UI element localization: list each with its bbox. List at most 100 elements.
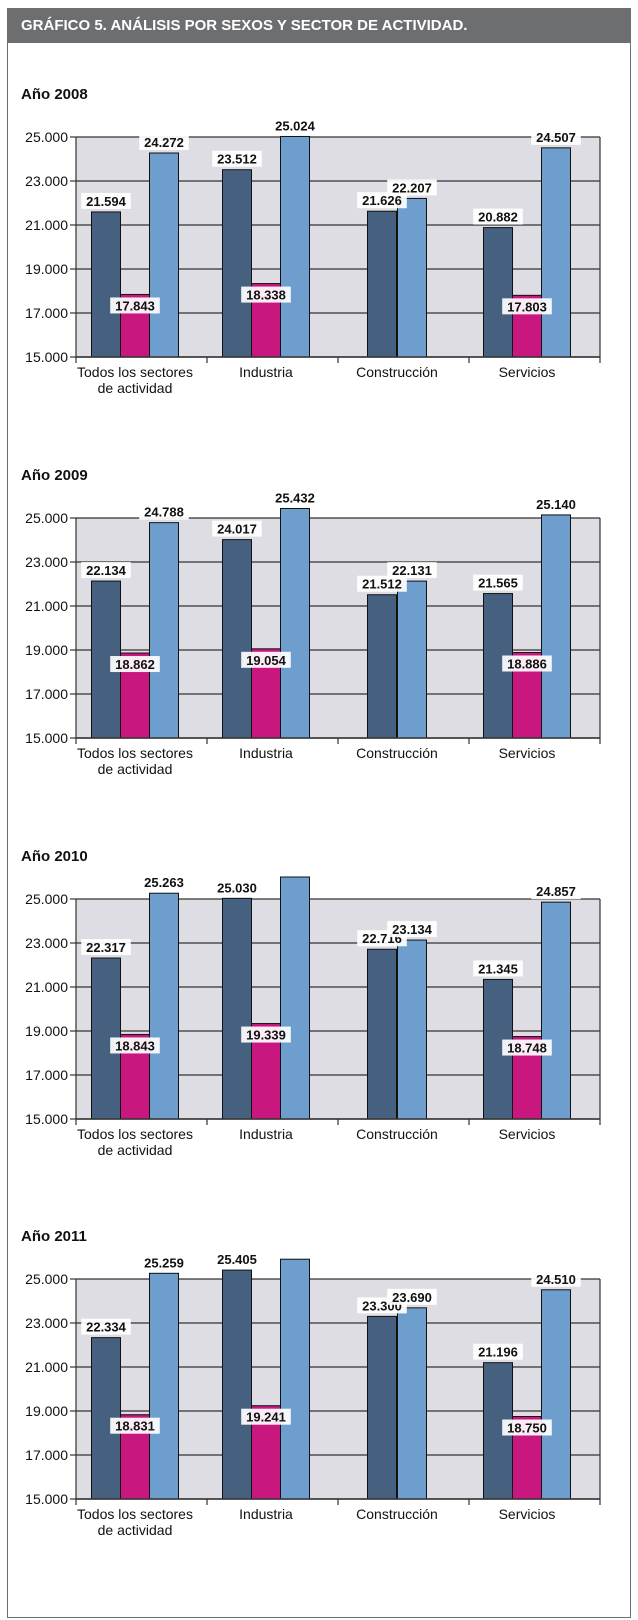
data-label-bg: [357, 192, 407, 209]
x-category-label-servicios: Servicios: [499, 1126, 556, 1142]
data-label-construccion-series-c: 23.134: [387, 921, 437, 938]
data-label-text: 21.626: [362, 193, 402, 208]
data-label-bg: [502, 1039, 552, 1056]
data-label-text: 19.241: [246, 1410, 286, 1425]
y-tick-label: 15.000: [25, 1111, 68, 1127]
data-label-servicios-series-c: 24.857: [531, 883, 581, 900]
y-tick-label: 19.000: [25, 642, 68, 658]
data-label-bg: [357, 575, 407, 592]
data-label-industria-series-a: 24.017: [212, 520, 262, 537]
data-label-todos-series-a: 21.594: [81, 192, 131, 209]
data-label-text: 19.339: [246, 1028, 286, 1043]
y-tick-label: 23.000: [25, 1315, 68, 1331]
y-tick-label: 15.000: [25, 349, 68, 365]
data-label-text: 21.196: [478, 1345, 518, 1360]
y-tick-label: 15.000: [25, 1491, 68, 1507]
data-label-industria-series-a: 25.405: [212, 1251, 262, 1268]
y-tick-label: 25.000: [25, 510, 68, 526]
bar-industria-series-a: [222, 897, 252, 1120]
chart-title: Año 2008: [21, 86, 88, 103]
data-label-text: 22.334: [86, 1320, 127, 1335]
bar-todos-series-a: [91, 211, 121, 358]
y-tick-label: 21.000: [25, 979, 68, 995]
y-tick-label: 23.000: [25, 935, 68, 951]
data-label-industria-series-b: 19.054: [241, 651, 291, 668]
data-label-bg: [473, 960, 523, 977]
data-label-todos-series-a: 22.134: [81, 562, 131, 579]
data-label-todos-series-b: 18.831: [110, 1417, 160, 1434]
bar-servicios-series-a: [483, 227, 513, 358]
data-label-bg: [387, 562, 437, 579]
data-label-bg: [241, 651, 291, 668]
bar-construccion-series-c: [397, 580, 427, 739]
data-label-text: 25.263: [144, 875, 184, 890]
data-label-bg: [212, 1251, 262, 1268]
data-label-text: 22.317: [86, 940, 126, 955]
data-label-industria-series-c: 25.024: [270, 117, 320, 134]
y-tick-label: 17.000: [25, 1447, 68, 1463]
chart-svg-2010: Año 2010 15.000 17.000 19.000 21.000 23.000 25…: [21, 848, 601, 1158]
data-label-bg: [139, 874, 189, 891]
data-label-text: 24.272: [144, 135, 184, 150]
data-label-bg: [110, 297, 160, 314]
chart-frame: GRÁFICO 5. ANÁLISIS POR SEXOS Y SECTOR D…: [7, 8, 631, 1618]
data-label-todos-series-a: 22.334: [81, 1318, 131, 1335]
data-label-bg: [212, 150, 262, 167]
data-label-text: 18.862: [115, 657, 155, 672]
y-tick-label: 21.000: [25, 217, 68, 233]
bar-construccion-series-c: [397, 939, 427, 1120]
data-label-text: 21.512: [362, 577, 402, 592]
data-label-bg: [81, 192, 131, 209]
data-label-bg: [110, 1417, 160, 1434]
bar-construccion-series-c: [397, 1307, 427, 1500]
data-label-servicios-series-c: 24.510: [531, 1270, 581, 1287]
y-tick-label: 19.000: [25, 1023, 68, 1039]
x-category-label-industria: Industria: [239, 364, 293, 380]
x-category-label-industria: Industria: [239, 1126, 293, 1142]
data-label-bg: [387, 921, 437, 938]
x-category-label-industria: Industria: [239, 1506, 293, 1522]
y-tick-label: 17.000: [25, 305, 68, 321]
data-label-text: 24.788: [144, 505, 184, 520]
data-label-text: 20.882: [478, 210, 518, 225]
data-label-bg: [270, 117, 320, 134]
data-label-bg: [531, 128, 581, 145]
data-label-text: 24.510: [536, 1272, 576, 1287]
y-tick-label: 19.000: [25, 261, 68, 277]
data-label-bg: [139, 503, 189, 520]
data-label-industria-series-c: 25.432: [270, 489, 320, 506]
data-label-industria-series-b: 19.241: [241, 1408, 291, 1425]
bar-industria-series-a: [222, 539, 252, 739]
data-label-text: 18.748: [507, 1041, 547, 1056]
data-label-bg: [531, 883, 581, 900]
y-tick-label: 25.000: [25, 1271, 68, 1287]
bar-industria-series-c: [280, 1258, 310, 1500]
chart-panel-2008: Año 2008 15.000 17.000 19.000 21.000 23.000 25…: [8, 67, 632, 447]
data-label-text: 22.207: [392, 180, 432, 195]
data-label-bg: [110, 1037, 160, 1054]
bar-construccion-series-c: [397, 197, 427, 358]
x-category-label-todos: de actividad: [98, 1522, 173, 1538]
data-label-bg: [139, 134, 189, 151]
data-label-bg: [473, 208, 523, 225]
y-tick-label: 21.000: [25, 598, 68, 614]
data-label-text: 17.803: [507, 299, 547, 314]
data-label-servicios-series-a: 20.882: [473, 208, 523, 225]
data-label-text: 23.134: [392, 922, 433, 937]
data-label-industria-series-b: 19.339: [241, 1026, 291, 1043]
bar-servicios-series-c: [541, 514, 571, 739]
data-label-bg: [212, 879, 262, 896]
data-label-text: 25.259: [144, 1255, 184, 1270]
data-label-servicios-series-b: 17.803: [502, 298, 552, 315]
bar-industria-series-c: [280, 876, 310, 1120]
data-label-servicios-series-c: 25.140: [531, 495, 581, 512]
data-label-text: 24.017: [217, 522, 257, 537]
data-label-construccion-series-a: 21.512: [357, 575, 407, 592]
data-label-bg: [502, 1419, 552, 1436]
data-label-construccion-series-c: 22.131: [387, 562, 437, 579]
data-label-servicios-series-a: 21.345: [473, 960, 523, 977]
x-category-label-todos: Todos los sectores: [77, 1126, 193, 1142]
data-label-text: 25.024: [275, 118, 316, 133]
bar-construccion-series-a: [367, 948, 397, 1120]
data-label-bg: [212, 520, 262, 537]
